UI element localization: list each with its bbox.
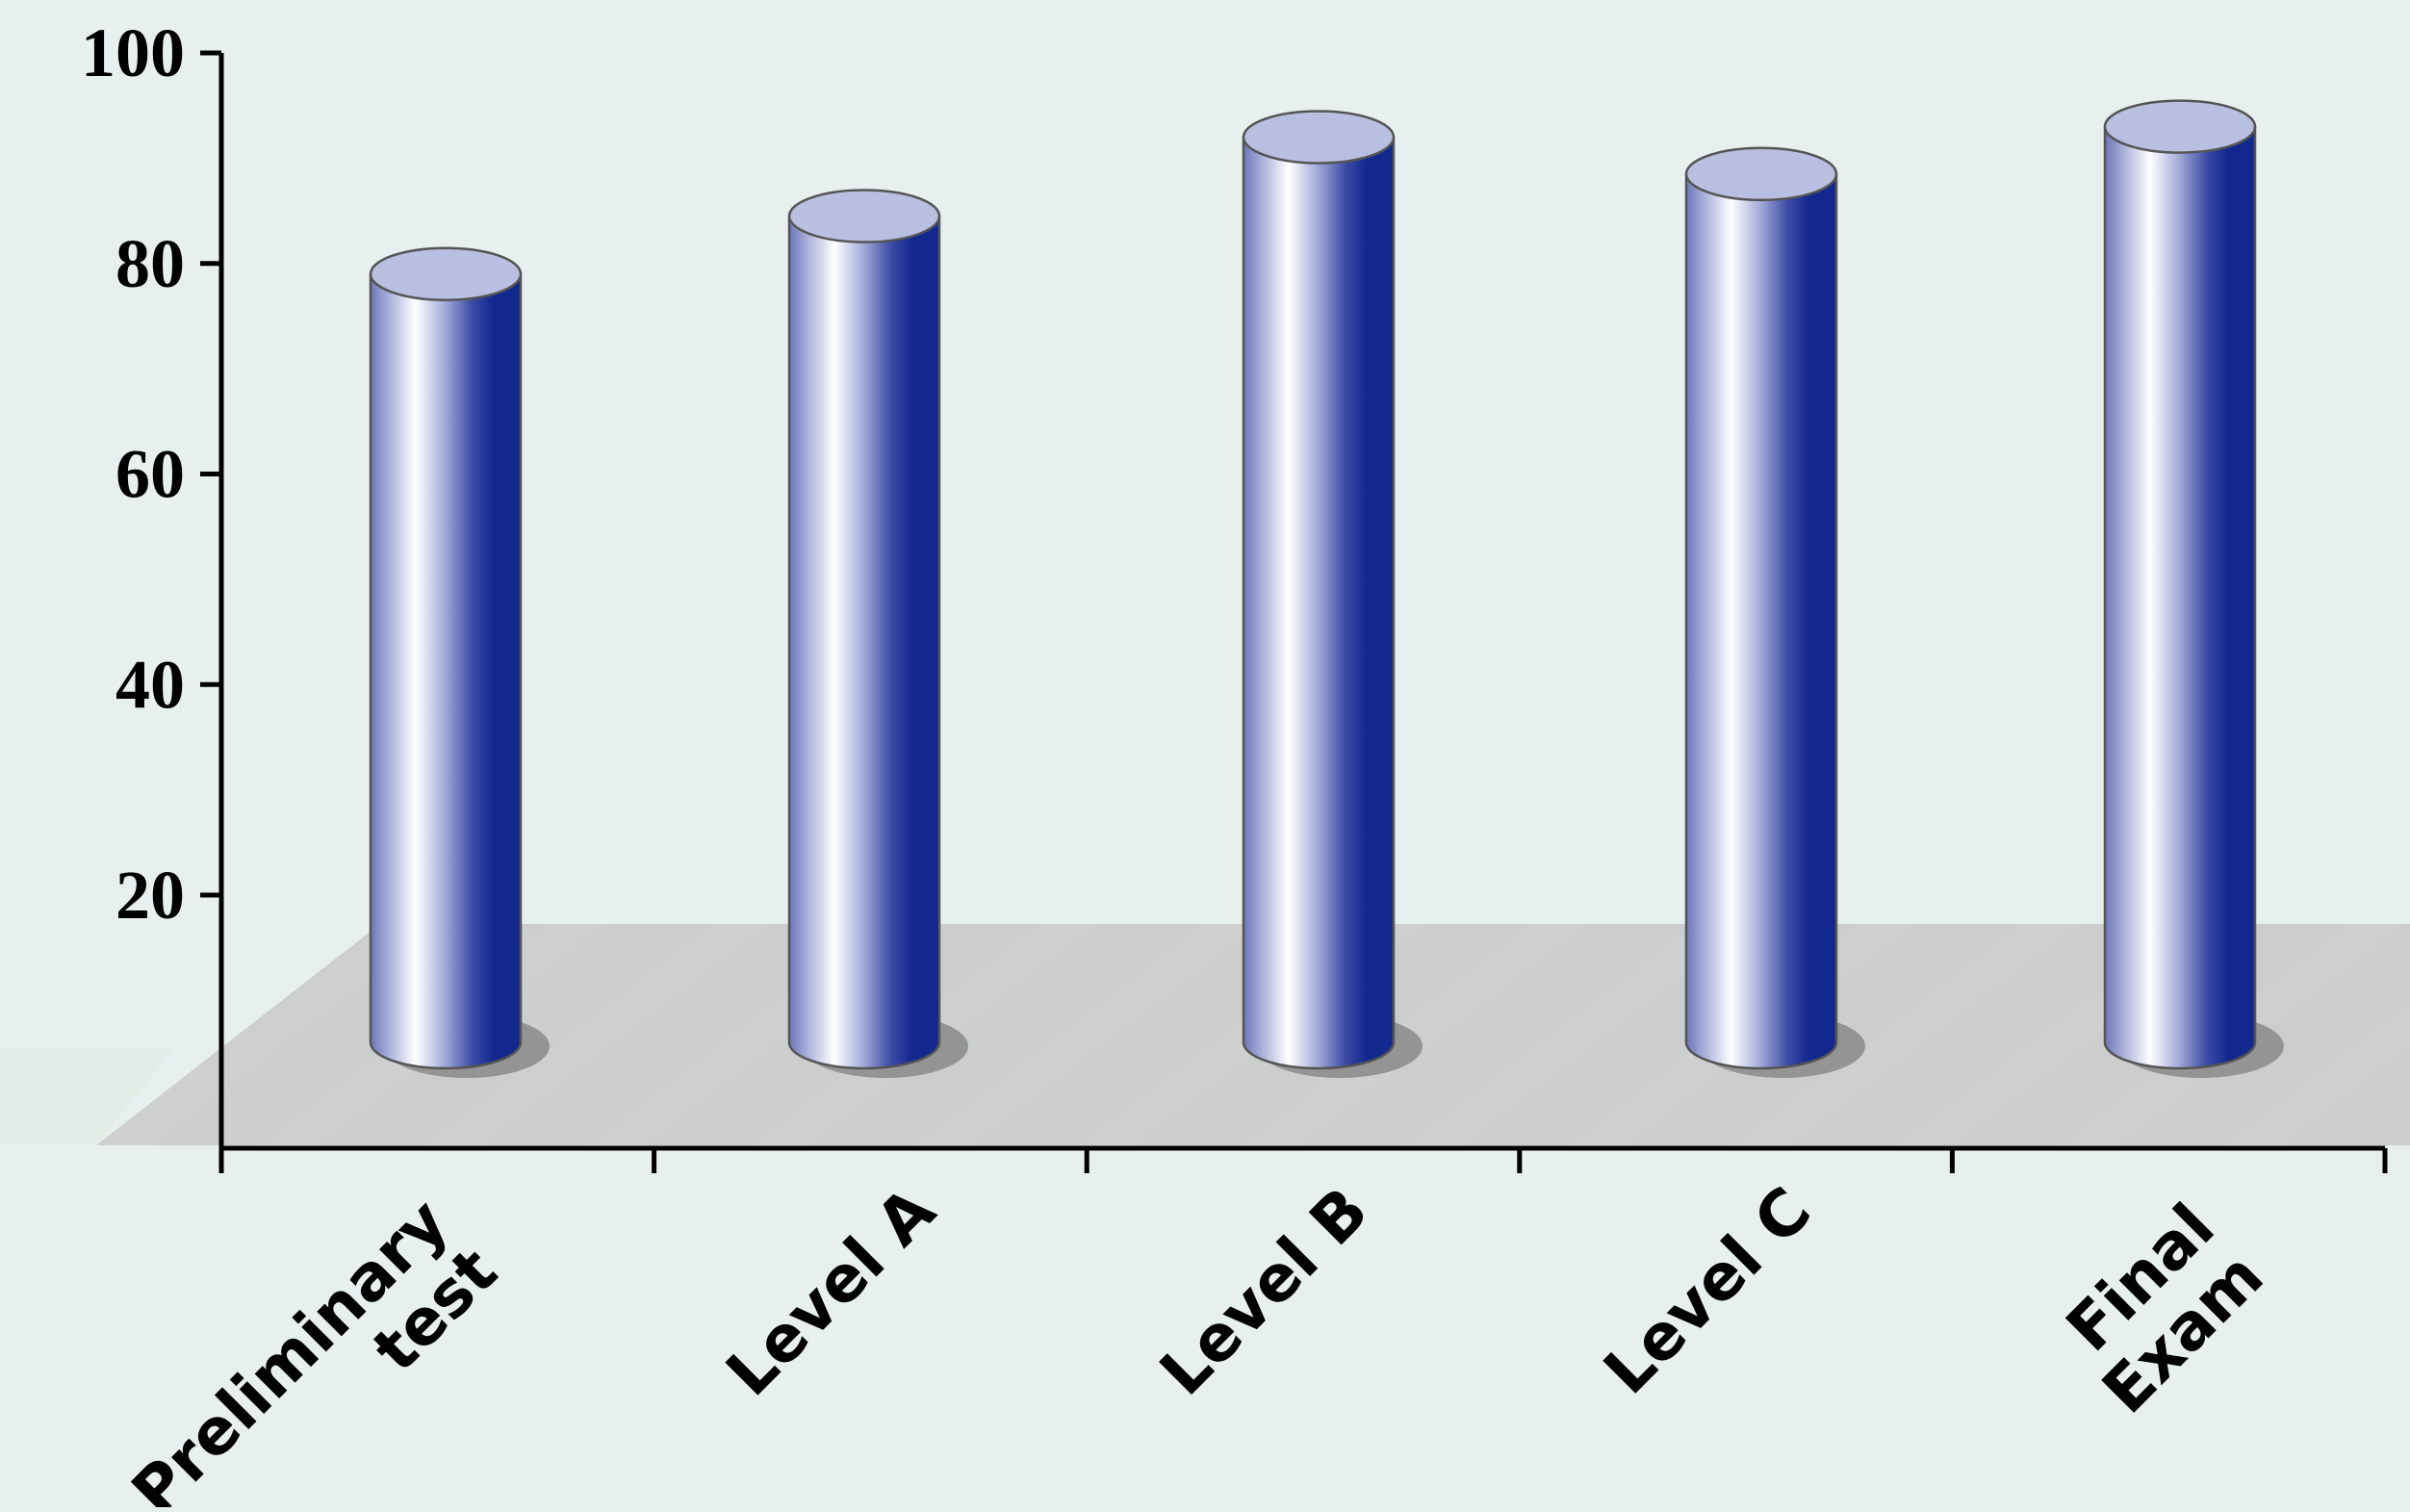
- bar-body: [369, 272, 523, 1070]
- chart-axes: [200, 50, 2388, 1173]
- bar-top-cap: [369, 246, 523, 301]
- x-category-label-line: Level C: [1590, 1173, 1825, 1408]
- bar: [1242, 110, 1423, 1078]
- floor-fade: [0, 1049, 173, 1145]
- bar-body: [1242, 136, 1396, 1070]
- bar-top-cap: [1684, 146, 1838, 202]
- bar-top-cap: [1242, 110, 1396, 165]
- bar-top-cap: [787, 189, 941, 243]
- x-category-label: Level A: [712, 1173, 949, 1410]
- x-category-label-line: Level A: [712, 1173, 949, 1410]
- floor-band: [423, 924, 770, 1145]
- y-tick-label: 20: [115, 857, 185, 934]
- bar: [1684, 146, 1865, 1078]
- floor-band: [1732, 924, 2079, 1145]
- floor-band: [914, 924, 1261, 1145]
- y-tick-label: 60: [115, 436, 185, 513]
- x-category-label: Level B: [1146, 1173, 1383, 1410]
- chart-bars: [369, 99, 2284, 1078]
- floor-band: [96, 924, 443, 1145]
- bar: [369, 246, 550, 1078]
- bar: [787, 189, 968, 1078]
- floor-band: [1405, 924, 1752, 1145]
- floor-band: [2223, 1002, 2410, 1145]
- bar: [2103, 99, 2284, 1078]
- y-tick-label: 100: [81, 14, 185, 91]
- bar-top-cap: [2103, 99, 2257, 154]
- x-category-label: Level C: [1590, 1173, 1825, 1408]
- chart-floor: [0, 924, 2410, 1145]
- bar-body: [787, 215, 941, 1070]
- bar-body: [2103, 125, 2257, 1070]
- y-tick-label: 80: [115, 225, 185, 302]
- y-tick-label: 40: [115, 646, 185, 723]
- x-category-label-line: Level B: [1146, 1173, 1383, 1410]
- bar-body: [1684, 172, 1838, 1070]
